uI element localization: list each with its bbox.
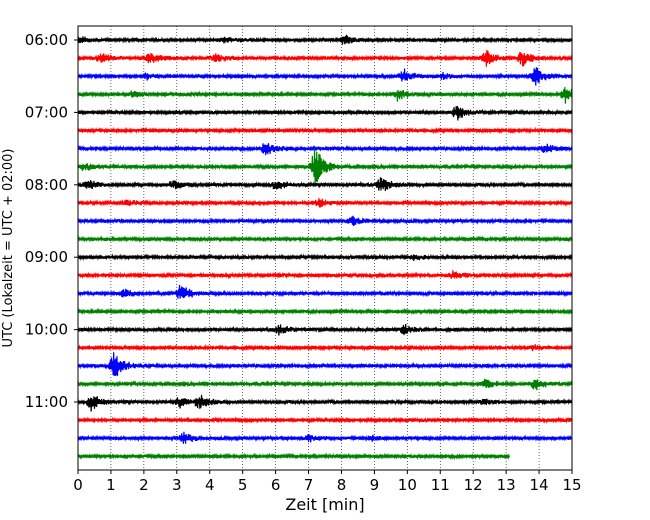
trace-line xyxy=(77,198,573,208)
trace-line xyxy=(77,307,573,316)
trace-line xyxy=(77,177,573,192)
y-tick-label: 07:00 xyxy=(25,103,68,121)
x-tick-label: 7 xyxy=(304,476,314,494)
trace-line xyxy=(77,235,573,243)
y-axis-ticks: 06:00 07:00 08:00 09:00 10:00 11:00 xyxy=(25,31,78,411)
trace-line xyxy=(77,126,573,135)
trace-line xyxy=(77,416,573,425)
grid-lines xyxy=(110,26,540,470)
x-tick-label: 4 xyxy=(205,476,215,494)
x-tick-label: 6 xyxy=(271,476,281,494)
y-tick-label: 10:00 xyxy=(25,321,68,339)
plot-frame xyxy=(77,25,573,471)
x-tick-label: 3 xyxy=(172,476,182,494)
x-axis-label: Zeit [min] xyxy=(285,495,364,514)
trace-line xyxy=(77,378,573,391)
x-tick-label: 15 xyxy=(562,476,581,494)
x-tick-label: 13 xyxy=(497,476,516,494)
trace-line xyxy=(77,452,511,461)
trace-line xyxy=(77,270,573,280)
trace-line xyxy=(77,323,573,336)
y-tick-label: 11:00 xyxy=(25,393,68,411)
trace-group xyxy=(77,34,573,461)
x-tick-label: 10 xyxy=(398,476,417,494)
x-tick-label: 0 xyxy=(73,476,83,494)
x-tick-label: 11 xyxy=(431,476,450,494)
trace-line xyxy=(77,394,573,412)
y-tick-label: 08:00 xyxy=(25,176,68,194)
x-tick-label: 14 xyxy=(530,476,549,494)
x-tick-label: 1 xyxy=(106,476,116,494)
trace-line xyxy=(77,105,573,121)
trace-line xyxy=(77,352,573,376)
trace-line xyxy=(77,215,573,227)
trace-line xyxy=(77,343,573,352)
y-tick-label: 09:00 xyxy=(25,248,68,266)
trace-line xyxy=(77,87,573,104)
trace-line xyxy=(77,143,573,156)
trace-line xyxy=(77,431,573,444)
x-tick-label: 2 xyxy=(139,476,149,494)
trace-line xyxy=(77,67,573,86)
trace-line xyxy=(77,34,573,45)
trace-line xyxy=(77,49,573,67)
x-axis-ticks: 0 1 2 3 4 5 6 7 8 9 10 11 12 13 14 15 xyxy=(73,470,582,494)
y-axis-label: UTC (Lokalzeit = UTC + 02:00) xyxy=(1,149,16,348)
y-tick-label: 06:00 xyxy=(25,31,68,49)
trace-line xyxy=(77,148,573,184)
x-tick-label: 9 xyxy=(370,476,380,494)
x-tick-label: 8 xyxy=(337,476,347,494)
trace-line xyxy=(77,253,573,262)
trace-line xyxy=(77,284,573,299)
x-tick-label: 12 xyxy=(464,476,483,494)
x-tick-label: 5 xyxy=(238,476,248,494)
